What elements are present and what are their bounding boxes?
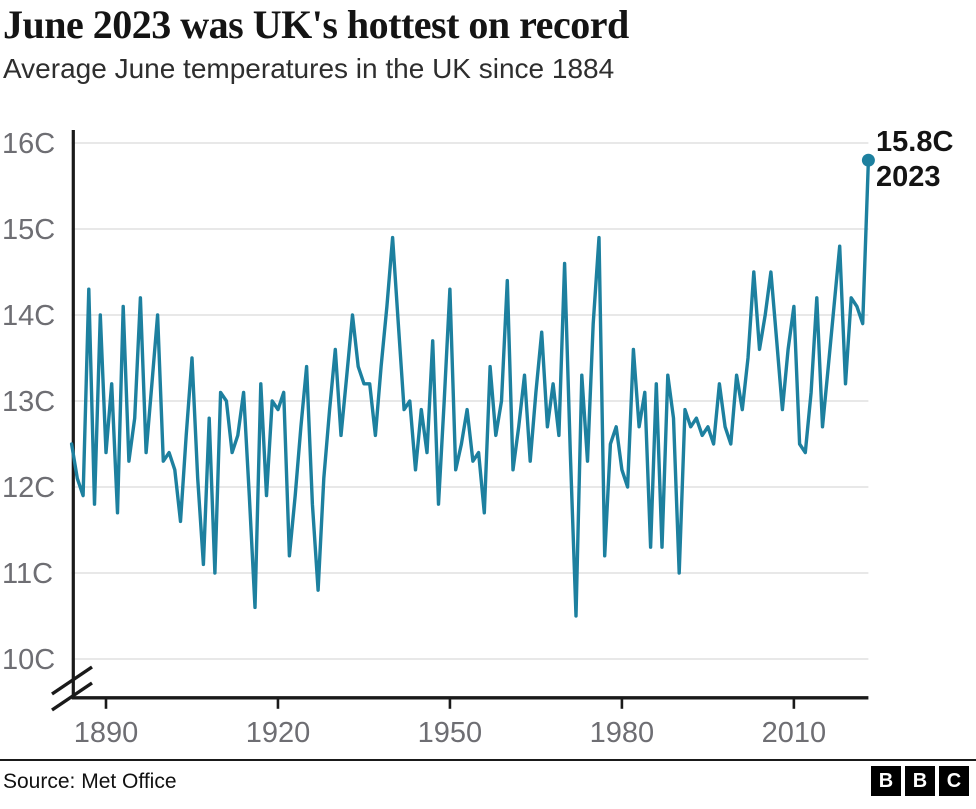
bbc-logo: B B C — [871, 766, 969, 796]
y-axis-label: 10C — [2, 644, 55, 676]
x-axis-label: 1980 — [590, 717, 655, 749]
source-credit: Source: Met Office — [3, 770, 177, 793]
chart-subtitle: Average June temperatures in the UK sinc… — [3, 53, 615, 84]
y-axis-label: 15C — [2, 214, 55, 246]
bbc-logo-block-1: B — [871, 766, 901, 796]
page-title: June 2023 was UK's hottest on record — [3, 2, 629, 47]
bbc-logo-block-3: C — [939, 766, 969, 796]
y-axis-label: 14C — [2, 300, 55, 332]
x-axis-label: 1890 — [74, 717, 139, 749]
y-axis-label: 12C — [2, 472, 55, 504]
peak-annotation: 15.8C 2023 — [876, 125, 953, 195]
axis-break-mark — [51, 681, 93, 712]
x-axis-label: 1920 — [246, 717, 311, 749]
peak-annotation-year: 2023 — [876, 161, 941, 193]
bbc-logo-block-2: B — [905, 766, 935, 796]
x-axis-label: 1950 — [418, 717, 483, 749]
peak-annotation-value: 15.8C — [876, 126, 954, 158]
y-axis-label: 13C — [2, 386, 55, 418]
data-point-2023 — [861, 153, 875, 167]
footer: Source: Met Office B B C — [0, 759, 976, 809]
temperature-line — [69, 158, 871, 618]
axis-break-mark — [51, 665, 93, 696]
x-axis-label: 2010 — [762, 717, 827, 749]
y-axis-label: 16C — [2, 128, 55, 160]
y-axis-label: 11C — [2, 558, 53, 590]
